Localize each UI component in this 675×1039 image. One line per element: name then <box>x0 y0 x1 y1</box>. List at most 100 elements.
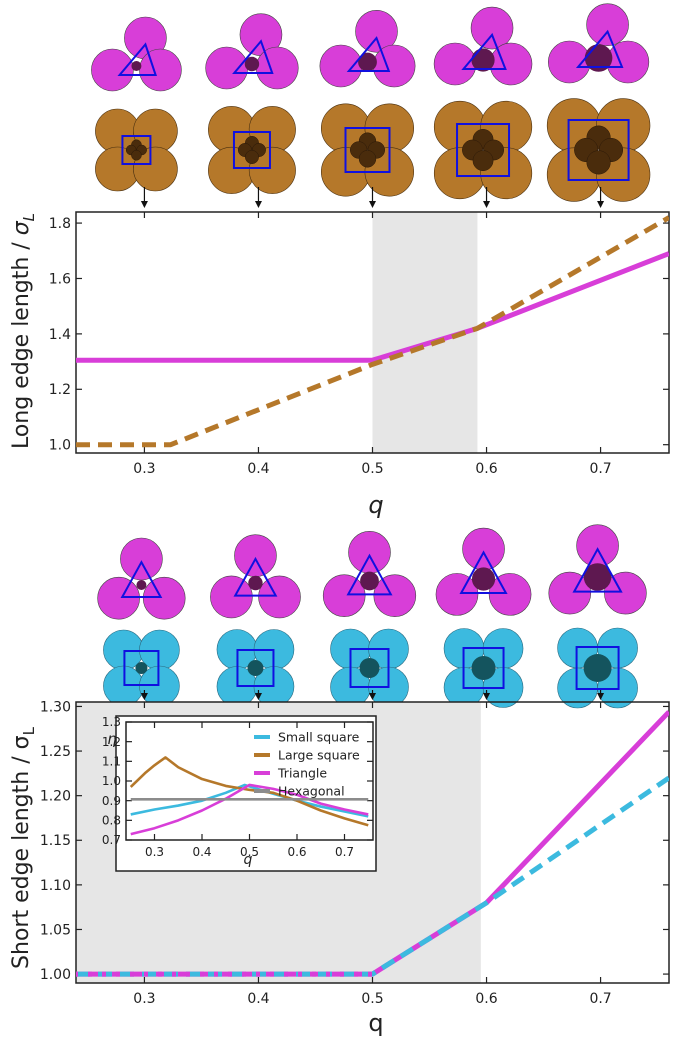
small-disk-triangle <box>471 567 496 591</box>
y-tick-label: 1.25 <box>40 744 71 760</box>
x-tick-label: 0.4 <box>247 991 269 1007</box>
motif-arrow-head <box>254 693 262 700</box>
large-disk-triangle <box>210 575 253 619</box>
series-group <box>76 710 669 977</box>
triangle-outline <box>572 547 623 593</box>
small-square-outline <box>123 650 160 686</box>
small-square-outline <box>462 647 505 689</box>
motif-arrow-head <box>254 201 262 208</box>
series-line-triangle <box>76 251 669 363</box>
large-disk-triangle <box>322 574 366 617</box>
large-disk-triangle <box>234 534 277 577</box>
y-tick-label: 1.00 <box>40 967 71 983</box>
inset-xlabel: q <box>244 852 253 868</box>
y-tick-label: 1.0 <box>102 774 121 788</box>
small-square-outline <box>349 648 390 688</box>
triangle-outline <box>233 556 278 597</box>
x-tick-label: 0.3 <box>145 845 164 859</box>
large-disk-triangle <box>576 524 619 568</box>
triangle-outline <box>346 36 391 72</box>
large-disk-triangle <box>372 44 416 88</box>
motif-arrow-head <box>369 693 376 700</box>
large-disk-triangle <box>489 42 533 86</box>
series-line-large-square <box>76 215 669 448</box>
x-tick-label: 0.6 <box>475 461 497 477</box>
y-tick-label: 1.30 <box>40 699 71 715</box>
y-tick-label: 1.8 <box>49 216 71 232</box>
large-disk-triangle <box>91 48 134 92</box>
large-disk-triangle <box>139 48 182 92</box>
y-tick-label: 1.4 <box>49 327 71 343</box>
triangle-outline <box>575 29 624 68</box>
large-disk-triangle <box>433 42 477 86</box>
small-square-outline <box>236 649 275 687</box>
y-tick-label: 0.8 <box>102 814 121 828</box>
y-tick-label: 1.20 <box>40 789 71 805</box>
x-tick-label: 0.3 <box>133 461 155 477</box>
small-disk-square <box>358 150 377 168</box>
large-square-outline <box>456 123 511 177</box>
small-disk-triangle <box>136 580 147 590</box>
ylabel-short-edge: Short edge length / σL <box>9 726 38 969</box>
large-disk-square <box>480 147 533 200</box>
legend-label: Hexagonal <box>278 784 345 799</box>
y-tick-label: 1.0 <box>49 438 71 454</box>
motif-row-bottom <box>97 524 647 709</box>
x-tick-label: 0.7 <box>589 991 611 1007</box>
series-line-small-square <box>76 775 669 977</box>
small-disk-square <box>131 150 142 161</box>
small-disk-small-square <box>583 654 612 682</box>
y-tick-label: 1.05 <box>40 922 71 938</box>
large-disk-triangle <box>462 527 505 571</box>
large-disk-triangle <box>470 6 514 50</box>
xlabel-short-edge: q <box>368 1009 383 1037</box>
motif-arrow-head <box>483 201 491 208</box>
large-disk-triangle <box>348 531 391 574</box>
motif-arrow-head <box>140 693 148 700</box>
x-tick-label: 0.4 <box>247 461 269 477</box>
legend-label: Small square <box>278 730 360 745</box>
x-tick-label: 0.6 <box>287 845 306 859</box>
series-line-triangle <box>130 783 369 836</box>
small-disk-triangle <box>583 563 612 591</box>
small-disk-small-square <box>135 662 148 674</box>
legend-label: Large square <box>278 748 360 763</box>
triangle-outline <box>346 553 393 596</box>
small-disk-triangle <box>131 61 142 71</box>
y-tick-label: 0.7 <box>102 833 121 847</box>
series-group <box>76 215 669 448</box>
large-disk-triangle <box>586 3 629 47</box>
large-disk-square <box>133 146 178 192</box>
large-disk-square <box>248 146 296 194</box>
triangle-outline <box>232 39 274 74</box>
large-disk-triangle <box>97 576 140 620</box>
triangle-outline <box>120 560 163 598</box>
series-group <box>129 756 369 836</box>
large-disk-triangle <box>488 573 532 616</box>
large-disk-triangle <box>142 576 186 620</box>
long-edge-panel: 0.3 0.4 0.5 0.6 0.7 1.0 1.2 1.4 1.6 1.8 <box>49 211 670 477</box>
y-tick-label: 1.3 <box>102 715 121 729</box>
x-tick-label: 0.5 <box>361 461 383 477</box>
large-square-outline <box>567 119 630 181</box>
y-tick-label: 1.6 <box>49 271 71 287</box>
large-disk-triangle <box>255 46 299 90</box>
inset-ylabel: η <box>107 730 117 748</box>
large-disk-triangle <box>319 44 363 88</box>
motif-arrow-head <box>140 201 148 208</box>
large-disk-triangle <box>205 46 248 90</box>
series-line-large-square <box>129 756 369 827</box>
x-tick-label: 0.7 <box>589 461 611 477</box>
large-disk-triangle <box>547 40 591 84</box>
large-disk-triangle <box>435 573 479 616</box>
inset-background <box>115 715 377 872</box>
large-square-outline <box>232 131 271 169</box>
motif-row-top <box>91 3 651 208</box>
small-disk-square <box>245 150 259 164</box>
small-disk-square <box>472 150 494 171</box>
small-disk-small-square <box>247 660 264 676</box>
y-tick-label: 1.10 <box>40 878 71 894</box>
y-tick-label: 1.2 <box>102 735 121 749</box>
triangle-outline <box>459 550 508 594</box>
